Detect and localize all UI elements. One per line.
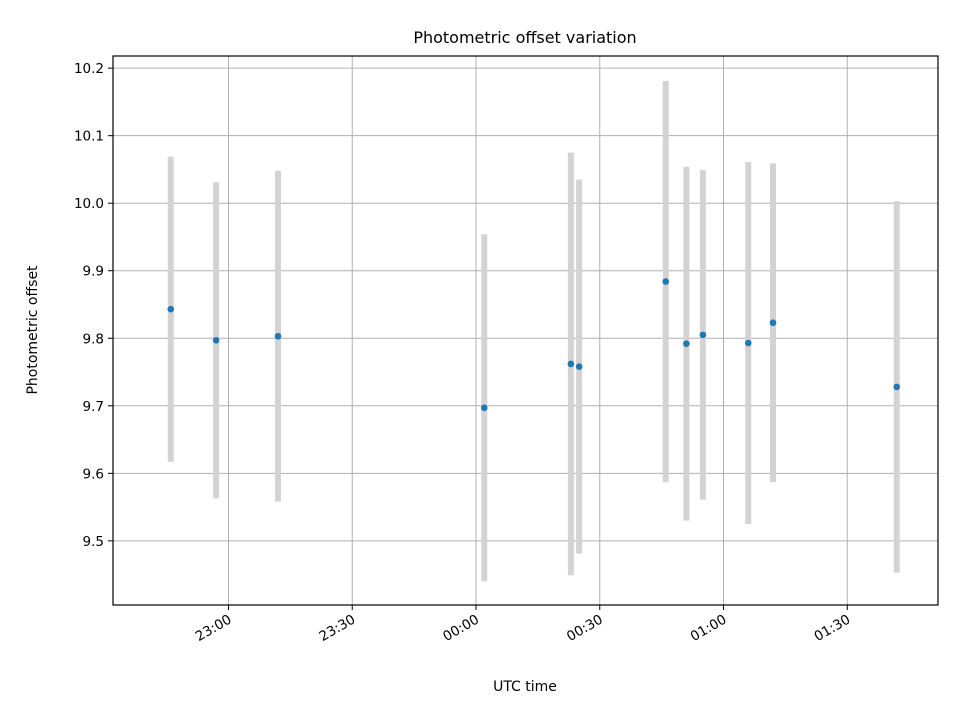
- data-point: [274, 332, 282, 340]
- grid: [113, 56, 938, 605]
- y-tick-label: 10.0: [74, 196, 104, 212]
- x-axis-label: UTC time: [493, 679, 557, 695]
- plot-frame: [112, 55, 939, 606]
- data-point: [480, 404, 488, 412]
- y-tick-label: 10.1: [74, 129, 104, 145]
- data-point: [699, 331, 707, 339]
- data-point: [662, 278, 670, 285]
- y-axis-ticks: 9.5 9.6 9.7 9.8 9.9 10.0 10.1 10.2: [74, 61, 113, 550]
- data-point: [167, 305, 175, 313]
- data-point: [769, 319, 777, 327]
- y-tick-label: 9.6: [83, 466, 104, 482]
- y-tick-label: 9.9: [83, 264, 104, 280]
- y-tick-label: 9.5: [83, 534, 104, 550]
- data-points: [167, 278, 901, 412]
- data-point: [212, 336, 220, 344]
- y-axis-label: Photometric offset: [25, 265, 41, 395]
- data-point: [575, 363, 583, 370]
- y-tick-label: 10.2: [74, 61, 104, 77]
- data-point: [893, 383, 901, 391]
- chart-title: Photometric offset variation: [413, 28, 636, 47]
- y-tick-label: 9.7: [83, 399, 104, 415]
- data-point: [683, 340, 690, 347]
- data-point: [567, 360, 575, 368]
- data-point: [744, 339, 752, 347]
- y-tick-label: 9.8: [83, 331, 104, 347]
